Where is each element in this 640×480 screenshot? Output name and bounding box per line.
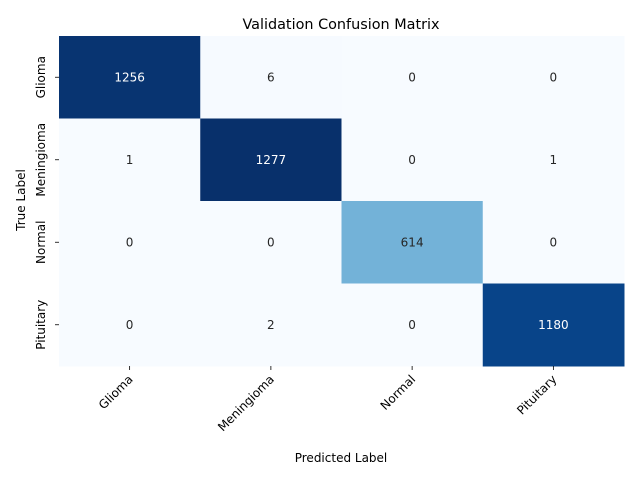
x-tick-label-0: Glioma	[96, 372, 136, 412]
x-tick-label-3: Pituitary	[514, 372, 559, 417]
x-axis: Glioma Meningioma Normal Pituitary	[96, 366, 559, 434]
heatmap-cell-3-2	[341, 283, 484, 367]
cell-value-0-3: 0	[550, 70, 558, 84]
heatmap-cells	[59, 36, 625, 367]
heatmap-cell-1-3	[482, 118, 625, 202]
y-tick-label-3: Pituitary	[34, 300, 48, 350]
chart-title: Validation Confusion Matrix	[242, 17, 440, 33]
cell-value-2-3: 0	[550, 235, 558, 249]
cell-value-1-0: 1	[126, 153, 134, 167]
cell-value-2-2: 614	[401, 235, 424, 249]
x-tick-label-2: Normal	[378, 372, 419, 413]
y-tick-label-1: Meningioma	[34, 123, 48, 197]
cell-value-0-2: 0	[408, 70, 416, 84]
cell-value-3-3: 1180	[538, 318, 569, 332]
cell-value-2-1: 0	[267, 235, 275, 249]
cell-value-1-3: 1	[550, 153, 558, 167]
cell-value-3-1: 2	[267, 318, 275, 332]
heatmap-cell-1-1	[200, 118, 342, 202]
cell-value-2-0: 0	[126, 235, 134, 249]
heatmap-cell-3-0	[59, 283, 201, 367]
y-tick-label-0: Glioma	[34, 56, 48, 98]
y-axis: Glioma Meningioma Normal Pituitary	[34, 56, 59, 350]
cell-value-3-2: 0	[408, 318, 416, 332]
cell-value-1-2: 0	[408, 153, 416, 167]
heatmap-cell-0-1	[200, 36, 342, 119]
heatmap-cell-2-0	[59, 201, 201, 284]
cell-value-labels: 1256 6 0 0 1 1277 0 1 0 0 614 0 0 2 0 1180	[114, 70, 568, 332]
cell-value-0-0: 1256	[114, 70, 145, 84]
cell-value-1-1: 1277	[256, 153, 287, 167]
heatmap-cell-2-3	[482, 201, 625, 284]
heatmap-cell-0-2	[341, 36, 484, 119]
cell-value-0-1: 6	[267, 70, 275, 84]
x-axis-label: Predicted Label	[295, 451, 388, 465]
heatmap-cell-3-1	[200, 283, 342, 367]
heatmap-cell-2-1	[200, 201, 342, 284]
x-tick-label-1: Meningioma	[215, 372, 277, 434]
heatmap-cell-3-3	[482, 283, 625, 367]
heatmap-cell-2-2	[341, 201, 484, 284]
cell-value-3-0: 0	[126, 318, 134, 332]
heatmap-cell-1-0	[59, 118, 201, 202]
y-axis-label: True Label	[14, 169, 28, 232]
heatmap-cell-0-0	[59, 36, 201, 119]
heatmap-cell-0-3	[482, 36, 625, 119]
y-tick-label-2: Normal	[34, 221, 48, 264]
heatmap-cell-1-2	[341, 118, 484, 202]
